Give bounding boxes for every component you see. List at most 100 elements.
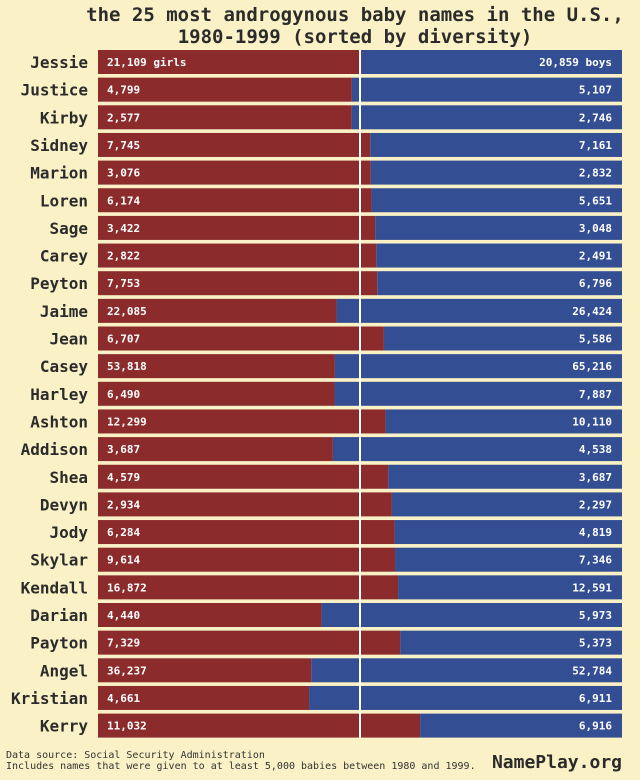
girls-value-label: 7,745 bbox=[107, 139, 140, 152]
boys-value-label: 2,746 bbox=[579, 111, 612, 124]
boys-value-label: 7,161 bbox=[579, 139, 612, 152]
girls-value-label: 22,085 bbox=[107, 305, 147, 318]
name-label: Kirby bbox=[40, 108, 89, 127]
boys-bar bbox=[336, 298, 622, 323]
boys-bar bbox=[376, 243, 622, 268]
chart-title: the 25 most androgynous baby names in th… bbox=[0, 4, 640, 48]
brand-logo[interactable]: NamePlay.org bbox=[491, 752, 622, 773]
girls-value-label: 3,422 bbox=[107, 222, 140, 235]
boys-value-label: 20,859 boys bbox=[539, 56, 612, 69]
title-line-1: the 25 most androgynous baby names in th… bbox=[86, 4, 624, 26]
name-label: Jody bbox=[49, 523, 88, 542]
boys-value-label: 2,491 bbox=[579, 250, 612, 263]
girls-bar bbox=[98, 50, 362, 74]
girls-bar bbox=[98, 132, 371, 157]
boys-bar bbox=[311, 658, 622, 683]
boys-bar bbox=[383, 326, 622, 351]
boys-value-label: 3,687 bbox=[579, 471, 612, 484]
name-label: Kristian bbox=[11, 689, 88, 708]
boys-value-label: 10,110 bbox=[572, 415, 612, 428]
boys-bar bbox=[361, 50, 622, 74]
name-label: Sage bbox=[49, 219, 88, 238]
name-label: Jean bbox=[49, 330, 88, 349]
girls-value-label: 4,799 bbox=[107, 84, 140, 97]
name-label: Devyn bbox=[40, 495, 88, 514]
bar-chart: Jessie 21,109 girls 20,859 boys Justice 4,79… bbox=[11, 50, 622, 738]
boys-value-label: 4,538 bbox=[579, 443, 612, 456]
girls-bar bbox=[98, 520, 395, 545]
name-label: Peyton bbox=[30, 274, 88, 293]
boys-value-label: 3,048 bbox=[579, 222, 612, 235]
girls-value-label: 21,109 girls bbox=[107, 56, 186, 69]
title-line-2: 1980-1999 (sorted by diversity) bbox=[177, 26, 533, 48]
girls-value-label: 2,577 bbox=[107, 111, 140, 124]
girls-value-label: 7,753 bbox=[107, 277, 140, 290]
name-label: Angel bbox=[40, 661, 88, 680]
data-source: Data source: Social Security Administrat… bbox=[6, 750, 265, 761]
girls-bar bbox=[98, 630, 401, 655]
boys-bar bbox=[351, 77, 622, 102]
girls-value-label: 4,661 bbox=[107, 692, 140, 705]
girls-value-label: 3,687 bbox=[107, 443, 140, 456]
girls-value-label: 2,822 bbox=[107, 250, 140, 263]
name-label: Kendall bbox=[21, 578, 88, 597]
boys-value-label: 5,586 bbox=[579, 333, 612, 346]
girls-bar bbox=[98, 658, 312, 683]
footnote: Data source: Social Security Administrat… bbox=[6, 750, 476, 772]
girls-value-label: 12,299 bbox=[107, 415, 147, 428]
boys-value-label: 6,911 bbox=[579, 692, 612, 705]
girls-value-label: 6,490 bbox=[107, 388, 140, 401]
girls-bar bbox=[98, 492, 392, 517]
boys-bar bbox=[388, 464, 622, 489]
boys-bar bbox=[395, 547, 622, 572]
girls-value-label: 3,076 bbox=[107, 167, 140, 180]
boys-bar bbox=[398, 575, 622, 600]
boys-bar bbox=[420, 713, 622, 738]
girls-bar bbox=[98, 77, 352, 102]
girls-value-label: 4,440 bbox=[107, 609, 140, 622]
boys-value-label: 4,819 bbox=[579, 526, 612, 539]
boys-bar bbox=[394, 520, 622, 545]
name-label: Jaime bbox=[40, 302, 88, 321]
boys-bar bbox=[321, 603, 622, 627]
boys-bar bbox=[309, 685, 622, 710]
girls-bar bbox=[98, 271, 378, 296]
boys-bar bbox=[400, 630, 622, 655]
girls-bar bbox=[98, 547, 396, 572]
name-label: Loren bbox=[40, 191, 88, 210]
girls-bar bbox=[98, 160, 371, 185]
name-label: Marion bbox=[30, 164, 88, 183]
girls-bar bbox=[98, 713, 421, 738]
boys-bar bbox=[391, 492, 622, 517]
boys-value-label: 52,784 bbox=[572, 664, 612, 677]
name-label: Jessie bbox=[30, 53, 88, 72]
boys-value-label: 2,297 bbox=[579, 498, 612, 511]
name-label: Kerry bbox=[40, 717, 89, 736]
girls-value-label: 7,329 bbox=[107, 637, 140, 650]
girls-bar bbox=[98, 409, 386, 434]
girls-bar bbox=[98, 243, 377, 268]
girls-bar bbox=[98, 603, 322, 627]
boys-value-label: 5,373 bbox=[579, 637, 612, 650]
boys-value-label: 7,887 bbox=[579, 388, 612, 401]
name-label: Ashton bbox=[30, 412, 88, 431]
boys-bar bbox=[334, 381, 622, 406]
name-label: Skylar bbox=[30, 551, 88, 570]
girls-value-label: 6,707 bbox=[107, 333, 140, 346]
girls-bar bbox=[98, 298, 337, 323]
girls-value-label: 16,872 bbox=[107, 581, 147, 594]
boys-bar bbox=[371, 188, 622, 213]
boys-bar bbox=[370, 132, 622, 157]
girls-value-label: 53,818 bbox=[107, 360, 147, 373]
girls-value-label: 6,174 bbox=[107, 194, 140, 207]
girls-value-label: 36,237 bbox=[107, 664, 147, 677]
boys-bar bbox=[351, 105, 622, 130]
boys-value-label: 26,424 bbox=[572, 305, 612, 318]
name-label: Addison bbox=[21, 440, 88, 459]
name-label: Justice bbox=[21, 81, 88, 100]
name-label: Payton bbox=[30, 634, 88, 653]
name-label: Darian bbox=[30, 606, 88, 625]
girls-bar bbox=[98, 685, 310, 710]
boys-value-label: 5,651 bbox=[579, 194, 612, 207]
girls-value-label: 4,579 bbox=[107, 471, 140, 484]
